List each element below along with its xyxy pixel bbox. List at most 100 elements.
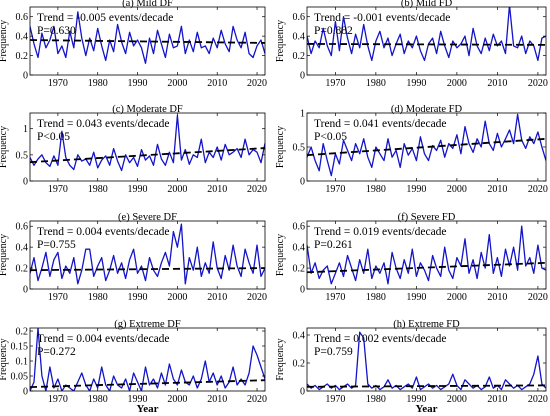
p-value-annotation: P=0.630 bbox=[37, 25, 76, 37]
x-tick-label: 2020 bbox=[528, 394, 548, 405]
y-tick-label: 0.2 bbox=[293, 51, 306, 62]
x-tick-label: 2000 bbox=[167, 394, 187, 405]
x-tick-label: 1970 bbox=[325, 394, 345, 405]
x-tick-label: 2020 bbox=[247, 184, 267, 195]
panel-title: (a) Mild DF bbox=[122, 0, 173, 9]
plot-frame bbox=[29, 327, 266, 392]
y-axis-title: Frequency bbox=[275, 20, 286, 62]
y-tick-label: 0 bbox=[300, 387, 305, 398]
trend-annotation: Trend = 0.043 events/decade bbox=[37, 118, 170, 130]
x-axis-title: Year bbox=[416, 403, 438, 415]
y-tick-label: 1 bbox=[23, 124, 28, 135]
y-tick-label: 0.1 bbox=[16, 357, 29, 368]
trend-line bbox=[29, 39, 266, 44]
plot-frame bbox=[29, 220, 266, 290]
p-value-annotation: P=0.755 bbox=[37, 239, 76, 251]
panel-title: (e) Severe DF bbox=[118, 212, 177, 223]
panel-6: 1970 1980 1990 2000 2010 2020 0 0.2 0.4 0.6 (f) Se… bbox=[275, 212, 548, 303]
x-tick-label: 1990 bbox=[128, 184, 148, 195]
y-tick-label: 0.05 bbox=[11, 372, 29, 383]
plot-frame bbox=[306, 220, 547, 290]
panel-title: (c) Moderate DF bbox=[112, 104, 183, 115]
x-tick-label: 2000 bbox=[447, 78, 467, 89]
y-tick-label: 0 bbox=[23, 177, 28, 188]
plot-frame bbox=[306, 6, 547, 76]
y-tick-label: 0 bbox=[23, 285, 28, 296]
x-tick-label: 1990 bbox=[406, 78, 426, 89]
x-tick-label: 1990 bbox=[406, 184, 426, 195]
x-tick-label: 2000 bbox=[167, 292, 187, 303]
x-tick-label: 2010 bbox=[487, 78, 507, 89]
y-tick-label: 0.6 bbox=[16, 222, 29, 233]
y-tick-label: 0.4 bbox=[16, 32, 29, 43]
panel-title: (d) Moderate FD bbox=[391, 104, 463, 115]
series-line bbox=[307, 225, 546, 285]
x-tick-label: 1970 bbox=[48, 292, 68, 303]
trend-annotation: Trend = 0.041 events/decade bbox=[314, 118, 447, 130]
p-value-annotation: P<0.05 bbox=[37, 131, 70, 143]
x-axis-title: Year bbox=[137, 403, 159, 415]
panel-8: 1970 1980 1990 2000 2010 2020 0 0.2 0.4 (h) Extre… bbox=[275, 319, 548, 405]
trend-line bbox=[306, 384, 547, 388]
p-value-annotation: P=0.759 bbox=[314, 346, 353, 358]
x-tick-label: 2010 bbox=[207, 78, 227, 89]
y-tick-label: 0.2 bbox=[16, 51, 29, 62]
series-line bbox=[30, 114, 265, 172]
trend-annotation: Trend = -0.005 events/decade bbox=[37, 12, 173, 24]
x-tick-label: 1970 bbox=[325, 184, 345, 195]
y-tick-label: 0.2 bbox=[293, 359, 306, 370]
y-axis-title: Frequency bbox=[275, 338, 286, 380]
plot-frame bbox=[29, 112, 266, 182]
y-tick-label: 0.15 bbox=[11, 342, 29, 353]
x-tick-label: 2000 bbox=[167, 184, 187, 195]
trend-line bbox=[29, 379, 266, 388]
panel-3: 1970 1980 1990 2000 2010 2020 0 0.5 1 (c) Moderat… bbox=[0, 104, 267, 195]
x-tick-label: 1980 bbox=[88, 184, 108, 195]
panel-title: (h) Extreme FD bbox=[393, 319, 460, 330]
y-tick-label: 0 bbox=[300, 177, 305, 188]
y-tick-label: 0 bbox=[300, 71, 305, 82]
panel-2: 1970 1980 1990 2000 2010 2020 0 0.2 0.4 0.6 (b) Mi… bbox=[275, 0, 548, 89]
plot-frame bbox=[306, 327, 547, 392]
x-tick-label: 1990 bbox=[406, 292, 426, 303]
panel-4: 1970 1980 1990 2000 2010 2020 0 0.5 1 (d) Moderat… bbox=[275, 104, 548, 195]
x-tick-label: 2000 bbox=[167, 78, 187, 89]
y-tick-label: 0.2 bbox=[293, 264, 306, 275]
y-tick-label: 0.5 bbox=[293, 143, 306, 154]
x-tick-label: 1980 bbox=[366, 184, 386, 195]
x-tick-label: 2010 bbox=[487, 292, 507, 303]
x-tick-label: 2000 bbox=[447, 292, 467, 303]
panel-title: (b) Mild FD bbox=[401, 0, 453, 9]
trend-annotation: Trend = -0.001 events/decade bbox=[314, 12, 450, 24]
p-value-annotation: P=0.261 bbox=[314, 239, 353, 251]
trend-annotation: Trend = 0.002 events/decade bbox=[314, 333, 447, 345]
y-tick-label: 1 bbox=[300, 109, 305, 120]
x-tick-label: 2010 bbox=[487, 394, 507, 405]
x-tick-label: 1970 bbox=[48, 394, 68, 405]
plot-frame bbox=[29, 6, 266, 76]
x-tick-label: 1980 bbox=[366, 78, 386, 89]
panel-1: 1970 1980 1990 2000 2010 2020 0 0.2 0.4 0.6 (a) Mi… bbox=[0, 0, 267, 89]
y-tick-label: 0 bbox=[23, 71, 28, 82]
y-axis-title: Frequency bbox=[275, 234, 286, 276]
x-tick-label: 2000 bbox=[447, 394, 467, 405]
series-line bbox=[307, 331, 546, 391]
x-tick-label: 1990 bbox=[128, 292, 148, 303]
x-tick-label: 2020 bbox=[528, 78, 548, 89]
y-tick-label: 0.4 bbox=[16, 243, 29, 254]
x-tick-label: 2010 bbox=[207, 394, 227, 405]
trend-annotation: Trend = 0.019 events/decade bbox=[314, 226, 447, 238]
trend-annotation: Trend = 0.004 events/decade bbox=[37, 226, 170, 238]
x-tick-label: 1980 bbox=[88, 78, 108, 89]
y-tick-label: 0 bbox=[23, 387, 28, 398]
trend-line bbox=[306, 43, 547, 46]
p-value-annotation: P<0.05 bbox=[314, 131, 347, 143]
x-tick-label: 1980 bbox=[366, 394, 386, 405]
y-tick-label: 0.6 bbox=[293, 12, 306, 23]
trend-line bbox=[29, 147, 266, 164]
y-axis-title: Frequency bbox=[0, 234, 9, 276]
y-axis-title: Frequency bbox=[0, 20, 9, 62]
p-value-annotation: P=0.272 bbox=[37, 346, 76, 358]
x-tick-label: 2020 bbox=[247, 292, 267, 303]
